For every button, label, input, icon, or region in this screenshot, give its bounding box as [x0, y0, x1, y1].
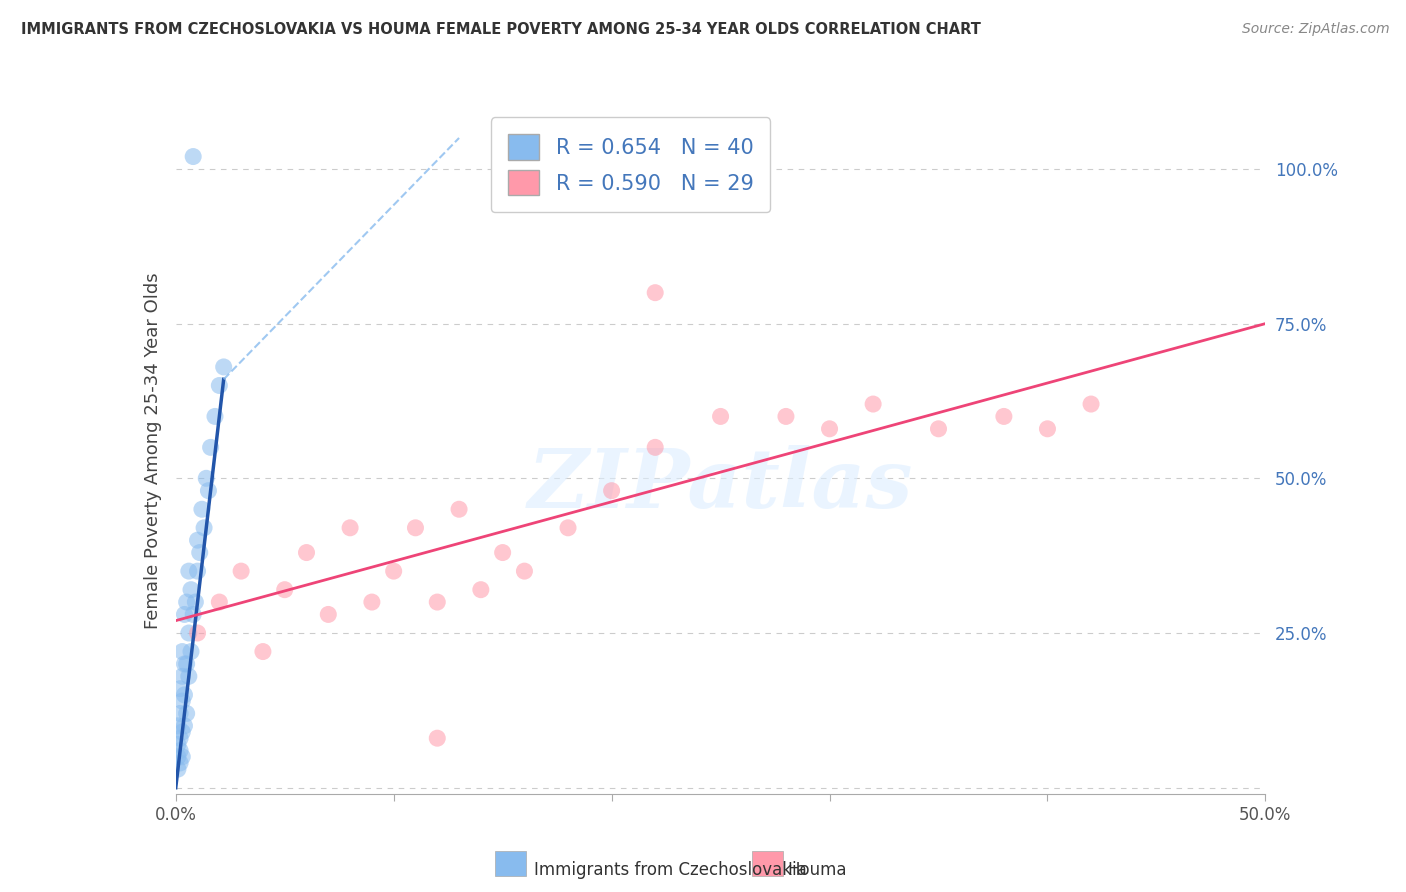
Point: [177, 669, 200, 683]
Point: [186, 564, 209, 578]
Point: [180, 582, 202, 597]
Point: [360, 595, 382, 609]
Text: Immigrants from Czechoslovakia: Immigrants from Czechoslovakia: [534, 861, 807, 879]
Point: [176, 595, 198, 609]
Point: [177, 626, 200, 640]
Point: [212, 359, 235, 374]
Point: [169, 706, 191, 721]
Point: [172, 749, 194, 764]
Point: [600, 483, 623, 498]
Point: [169, 743, 191, 757]
Point: [318, 607, 340, 622]
Point: [426, 731, 449, 746]
Point: [231, 564, 253, 578]
Point: [644, 441, 666, 455]
Point: [173, 719, 195, 733]
Point: [176, 706, 198, 721]
Point: [710, 409, 733, 424]
Point: [186, 626, 209, 640]
Point: [195, 471, 218, 485]
Point: [204, 409, 226, 424]
Point: [513, 564, 536, 578]
Point: [169, 756, 191, 770]
Point: [180, 644, 202, 658]
Point: [274, 582, 297, 597]
Point: [167, 719, 190, 733]
Point: [181, 149, 204, 163]
Y-axis label: Female Poverty Among 25-34 Year Olds: Female Poverty Among 25-34 Year Olds: [143, 272, 162, 629]
Point: [447, 502, 470, 516]
Point: [173, 688, 195, 702]
Point: [492, 545, 515, 559]
Text: ZIPatlas: ZIPatlas: [527, 445, 914, 524]
Point: [197, 483, 219, 498]
Point: [382, 564, 405, 578]
Point: [184, 595, 207, 609]
Point: [193, 521, 215, 535]
Point: [426, 595, 449, 609]
Point: [295, 545, 318, 559]
Point: [176, 657, 198, 671]
Point: [181, 607, 204, 622]
Point: [339, 521, 361, 535]
Point: [172, 725, 194, 739]
Point: [928, 422, 950, 436]
Point: [775, 409, 797, 424]
Point: [191, 502, 214, 516]
FancyBboxPatch shape: [495, 851, 526, 876]
Point: [200, 441, 222, 455]
Point: [644, 285, 666, 300]
Point: [862, 397, 884, 411]
Text: IMMIGRANTS FROM CZECHOSLOVAKIA VS HOUMA FEMALE POVERTY AMONG 25-34 YEAR OLDS COR: IMMIGRANTS FROM CZECHOSLOVAKIA VS HOUMA …: [21, 22, 981, 37]
Point: [208, 378, 231, 392]
Point: [172, 669, 194, 683]
Point: [167, 749, 190, 764]
Text: Houma: Houma: [787, 861, 846, 879]
Point: [167, 762, 190, 776]
FancyBboxPatch shape: [752, 851, 783, 876]
Text: Source: ZipAtlas.com: Source: ZipAtlas.com: [1241, 22, 1389, 37]
Point: [818, 422, 841, 436]
Point: [405, 521, 427, 535]
Point: [252, 644, 274, 658]
Point: [188, 545, 211, 559]
Point: [557, 521, 579, 535]
Point: [208, 595, 231, 609]
Point: [169, 681, 191, 696]
Point: [470, 582, 492, 597]
Point: [993, 409, 1015, 424]
Point: [173, 657, 195, 671]
Point: [186, 533, 209, 548]
Point: [1080, 397, 1102, 411]
Point: [169, 731, 191, 746]
Point: [172, 644, 194, 658]
Point: [177, 564, 200, 578]
Point: [173, 607, 195, 622]
Legend: R = 0.654   N = 40, R = 0.590   N = 29: R = 0.654 N = 40, R = 0.590 N = 29: [491, 118, 770, 212]
Point: [167, 738, 190, 752]
Point: [1036, 422, 1059, 436]
Point: [172, 694, 194, 708]
